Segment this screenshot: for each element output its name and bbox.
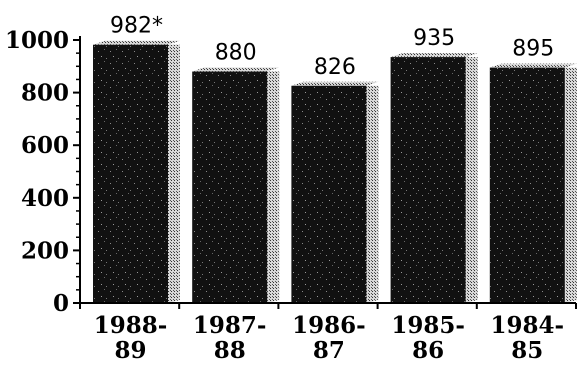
bar-top	[192, 67, 280, 72]
category-label: 1985-86	[391, 312, 465, 364]
bar-top	[489, 63, 577, 68]
y-tick-label: 200	[21, 237, 69, 264]
bar-4	[390, 53, 478, 303]
y-tick-label: 600	[21, 132, 69, 159]
data-label: 895	[512, 37, 554, 62]
data-label: 982*	[110, 14, 163, 39]
category-label: 1987-88	[193, 312, 267, 364]
y-tick-label: 0	[53, 290, 69, 317]
bar-side	[465, 57, 478, 303]
bar-side	[267, 71, 280, 303]
y-tick-label: 400	[21, 185, 69, 212]
bar-side	[168, 44, 180, 303]
labels-layer: 982* 1988-89 880 1987-88 826 1986-87 935 1985-8…	[94, 14, 564, 364]
bar-3	[291, 81, 379, 304]
bar-5	[489, 63, 577, 304]
data-label: 880	[215, 41, 257, 66]
bar-front	[489, 67, 565, 304]
y-tick-label: 800	[21, 80, 69, 107]
y-axis: 0 200 400 600 800 1000	[5, 27, 577, 317]
bar-top	[93, 40, 180, 45]
y-tick-label: 1000	[5, 27, 69, 54]
bar-front	[93, 44, 168, 303]
bar-2	[192, 67, 280, 303]
bar-side	[366, 85, 379, 304]
bar-1	[93, 40, 180, 303]
data-label: 826	[314, 55, 356, 80]
category-label: 1986-87	[292, 312, 366, 364]
bars-layer	[93, 40, 577, 304]
bar-side	[564, 67, 577, 304]
bar-top	[390, 53, 478, 58]
bar-front	[291, 85, 367, 304]
category-label: 1988-89	[94, 312, 168, 364]
bar-top	[291, 81, 379, 86]
data-label: 935	[413, 26, 455, 51]
category-label: 1984-85	[491, 312, 565, 364]
bar-front	[390, 57, 466, 303]
bar-front	[192, 71, 268, 303]
